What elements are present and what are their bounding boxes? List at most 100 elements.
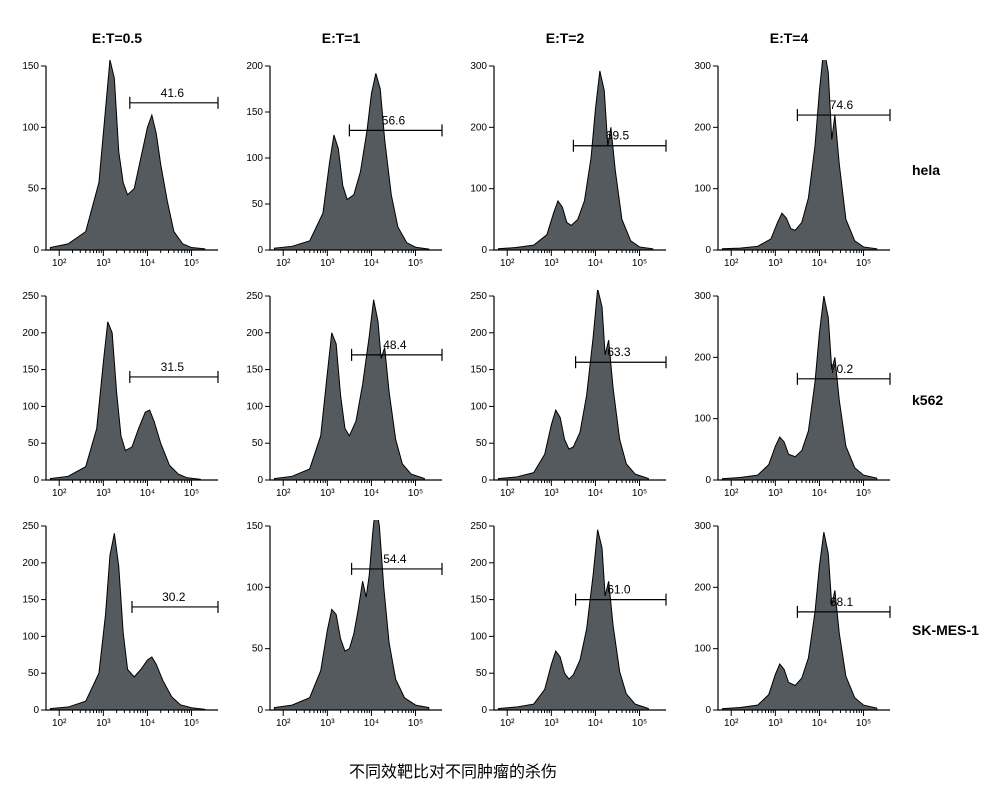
column-header: E:T=1 <box>236 30 446 50</box>
svg-text:10⁴: 10⁴ <box>140 258 155 269</box>
gate-value: 74.6 <box>830 98 854 112</box>
svg-text:200: 200 <box>470 558 487 569</box>
svg-text:10²: 10² <box>276 488 291 499</box>
svg-text:200: 200 <box>246 61 263 72</box>
histogram-panel: 61.005010015020025010²10³10⁴10⁵ <box>460 520 670 740</box>
gate-marker: 61.0 <box>576 583 666 606</box>
svg-text:10³: 10³ <box>320 488 335 499</box>
gate-value: 69.5 <box>606 129 630 143</box>
svg-text:10³: 10³ <box>96 258 111 269</box>
svg-text:10²: 10² <box>52 488 67 499</box>
svg-text:10⁵: 10⁵ <box>856 718 871 729</box>
svg-text:100: 100 <box>470 631 487 642</box>
svg-text:300: 300 <box>694 61 711 72</box>
svg-text:10³: 10³ <box>320 258 335 269</box>
svg-text:10⁵: 10⁵ <box>184 718 199 729</box>
histogram-panel: 30.205010015020025010²10³10⁴10⁵ <box>12 520 222 740</box>
svg-text:200: 200 <box>246 328 263 339</box>
histogram-area <box>498 71 652 250</box>
svg-text:10²: 10² <box>52 718 67 729</box>
panel-cell: 31.505010015020025010²10³10⁴10⁵ <box>12 290 222 510</box>
gate-marker: 54.4 <box>352 552 442 575</box>
histogram-panel: 54.405010015010²10³10⁴10⁵ <box>236 520 446 740</box>
svg-text:10³: 10³ <box>768 488 783 499</box>
svg-text:50: 50 <box>252 644 264 655</box>
svg-text:200: 200 <box>694 122 711 133</box>
svg-text:10³: 10³ <box>544 258 559 269</box>
histogram-panel: 70.2010020030010²10³10⁴10⁵ <box>684 290 894 510</box>
svg-text:10³: 10³ <box>768 258 783 269</box>
svg-text:10⁵: 10⁵ <box>856 488 871 499</box>
svg-text:10⁴: 10⁴ <box>588 718 603 729</box>
svg-text:200: 200 <box>22 558 39 569</box>
gate-value: 31.5 <box>161 360 185 374</box>
panel-cell: 48.405010015020025010²10³10⁴10⁵ <box>236 290 446 510</box>
svg-text:0: 0 <box>33 475 39 486</box>
svg-text:150: 150 <box>470 365 487 376</box>
gate-marker: 69.5 <box>573 129 666 152</box>
gate-value: 54.4 <box>383 552 407 566</box>
svg-text:0: 0 <box>257 475 263 486</box>
column-header: E:T=2 <box>460 30 670 50</box>
svg-text:10⁵: 10⁵ <box>408 718 423 729</box>
svg-text:0: 0 <box>33 245 39 256</box>
gate-value: 68.1 <box>830 595 854 609</box>
svg-text:0: 0 <box>481 245 487 256</box>
svg-text:10⁵: 10⁵ <box>632 718 647 729</box>
panel-cell: 61.005010015020025010²10³10⁴10⁵ <box>460 520 670 740</box>
svg-text:10³: 10³ <box>320 718 335 729</box>
svg-text:10³: 10³ <box>768 718 783 729</box>
histogram-area <box>274 300 424 480</box>
svg-text:50: 50 <box>476 438 488 449</box>
svg-text:0: 0 <box>257 705 263 716</box>
svg-text:150: 150 <box>246 365 263 376</box>
svg-text:0: 0 <box>705 245 711 256</box>
histogram-panel: 56.605010015020010²10³10⁴10⁵ <box>236 60 446 280</box>
gate-marker: 68.1 <box>797 595 890 618</box>
histogram-area <box>50 533 204 710</box>
svg-text:10³: 10³ <box>544 488 559 499</box>
svg-text:10⁴: 10⁴ <box>812 258 827 269</box>
histogram-area <box>722 296 876 480</box>
svg-text:300: 300 <box>694 291 711 302</box>
histogram-area <box>498 290 648 480</box>
svg-text:0: 0 <box>705 705 711 716</box>
svg-text:250: 250 <box>22 291 39 302</box>
svg-text:200: 200 <box>694 352 711 363</box>
panel-cell: 70.2010020030010²10³10⁴10⁵ <box>684 290 894 510</box>
svg-text:250: 250 <box>470 521 487 532</box>
histogram-area <box>274 520 428 710</box>
gate-value: 61.0 <box>607 583 631 597</box>
svg-text:100: 100 <box>694 184 711 195</box>
histogram-area <box>722 60 876 250</box>
gate-marker: 48.4 <box>352 338 442 361</box>
histogram-panel: 74.6010020030010²10³10⁴10⁵ <box>684 60 894 280</box>
svg-text:50: 50 <box>252 199 264 210</box>
svg-text:10²: 10² <box>52 258 67 269</box>
gate-marker: 31.5 <box>130 360 218 383</box>
svg-text:10⁴: 10⁴ <box>812 488 827 499</box>
svg-text:0: 0 <box>705 475 711 486</box>
svg-text:10⁴: 10⁴ <box>140 488 155 499</box>
svg-text:100: 100 <box>246 401 263 412</box>
svg-text:200: 200 <box>470 122 487 133</box>
svg-text:10⁵: 10⁵ <box>632 258 647 269</box>
svg-text:10⁵: 10⁵ <box>184 258 199 269</box>
svg-text:250: 250 <box>470 291 487 302</box>
svg-text:300: 300 <box>470 61 487 72</box>
svg-text:50: 50 <box>28 184 40 195</box>
svg-text:10⁵: 10⁵ <box>184 488 199 499</box>
histogram-panel: 41.605010015010²10³10⁴10⁵ <box>12 60 222 280</box>
svg-text:10⁴: 10⁴ <box>588 488 603 499</box>
svg-text:10²: 10² <box>276 258 291 269</box>
svg-text:100: 100 <box>22 122 39 133</box>
histogram-panel: 69.5010020030010²10³10⁴10⁵ <box>460 60 670 280</box>
svg-text:250: 250 <box>22 521 39 532</box>
svg-text:10²: 10² <box>724 488 739 499</box>
panel-cell: 30.205010015020025010²10³10⁴10⁵ <box>12 520 222 740</box>
svg-text:10⁴: 10⁴ <box>140 718 155 729</box>
histogram-area <box>274 73 428 250</box>
row-label: SK-MES-1 <box>908 622 988 638</box>
panel-cell: 74.6010020030010²10³10⁴10⁵ <box>684 60 894 280</box>
column-header: E:T=4 <box>684 30 894 50</box>
